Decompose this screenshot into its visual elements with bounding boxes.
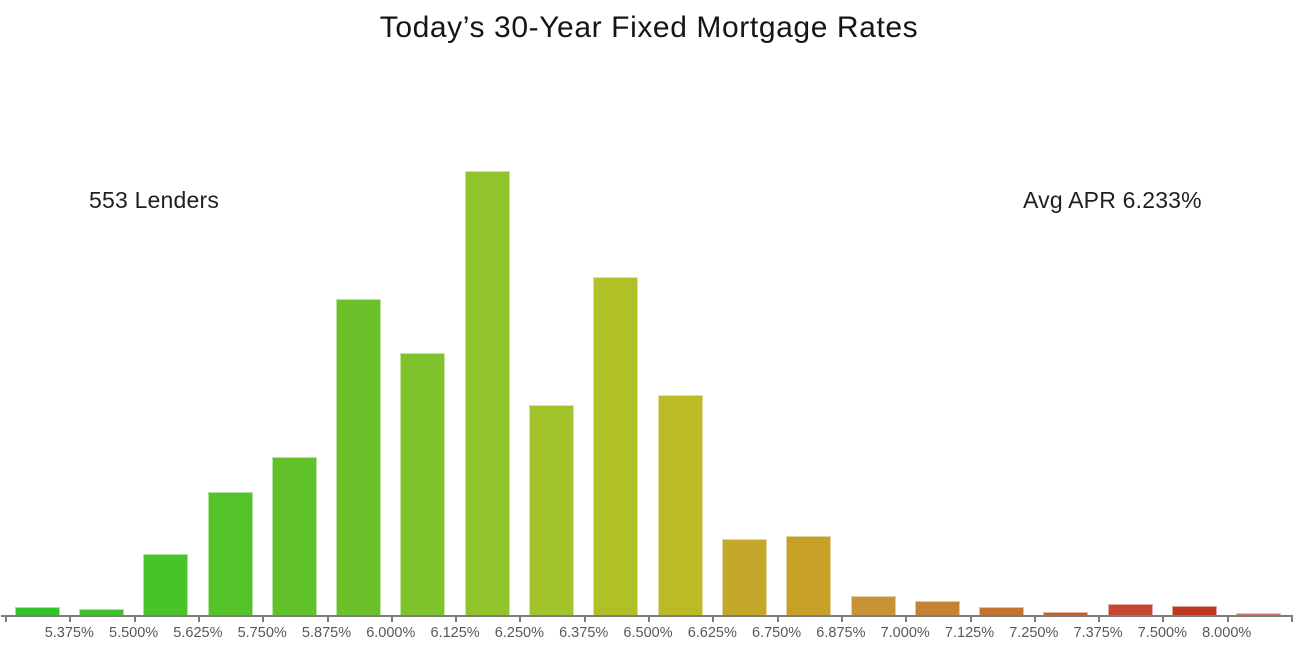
lender-count-label: 553 Lenders <box>89 187 220 213</box>
x-axis-tick-label: 5.625% <box>173 625 223 641</box>
x-axis-tick <box>1226 617 1229 622</box>
x-axis-tick <box>1291 617 1293 622</box>
x-axis-tick <box>840 617 843 622</box>
histogram-bar <box>979 607 1025 615</box>
x-axis-tick <box>262 617 265 622</box>
histogram-bar <box>1236 613 1282 615</box>
x-axis-tick <box>133 617 136 622</box>
x-axis-tick <box>712 617 715 622</box>
x-axis-tick <box>583 617 586 622</box>
x-axis-tick-label: 7.000% <box>880 625 930 641</box>
x-axis-tick <box>1098 617 1101 622</box>
histogram-bar <box>529 405 575 615</box>
x-axis-tick-label: 5.875% <box>301 625 352 641</box>
histogram-bar <box>914 601 960 615</box>
x-axis-tick <box>969 617 972 622</box>
x-axis-tick <box>326 617 329 622</box>
x-axis-tick <box>390 617 393 622</box>
histogram-bar <box>14 607 60 615</box>
x-axis-tick-label: 6.500% <box>623 625 673 641</box>
x-axis-tick-label: 7.375% <box>1073 625 1123 641</box>
x-axis-tick-label: 7.500% <box>1137 625 1187 641</box>
histogram-bar <box>271 457 317 615</box>
histogram-bar <box>786 536 832 615</box>
histogram-bar <box>1043 612 1089 615</box>
x-axis-tick-label: 6.375% <box>559 625 609 641</box>
avg-apr-label: Avg APR 6.233% <box>1023 187 1202 213</box>
histogram-bar <box>464 171 510 615</box>
x-axis-tick <box>1033 617 1036 622</box>
x-axis-tick <box>197 617 200 622</box>
x-axis-tick <box>1162 617 1165 622</box>
x-axis-tick-label: 6.250% <box>494 625 544 641</box>
histogram-bar <box>78 609 124 615</box>
x-axis-tick-label: 6.125% <box>430 625 480 641</box>
histogram-bar <box>1172 606 1218 615</box>
histogram-bar <box>400 353 446 615</box>
histogram-bar <box>593 277 639 615</box>
x-axis-tick-label: 5.750% <box>237 625 287 641</box>
histogram-bar <box>1107 604 1153 615</box>
x-axis-line <box>1 615 1293 617</box>
x-axis-tick <box>776 617 779 622</box>
x-axis-tick <box>69 617 72 622</box>
x-axis-tick-label: 6.875% <box>816 625 866 641</box>
x-axis-tick-label: 7.250% <box>1009 625 1059 641</box>
chart-title: Today’s 30-Year Fixed Mortgage Rates <box>379 11 919 44</box>
histogram-bar <box>850 596 896 615</box>
x-axis-tick <box>519 617 522 622</box>
histogram-bar <box>207 492 253 615</box>
histogram-bar <box>336 299 382 615</box>
x-axis-tick-label: 6.625% <box>687 625 737 641</box>
histogram-bar <box>721 539 767 615</box>
x-axis-tick-label: 8.000% <box>1202 625 1252 641</box>
x-axis-tick-label: 6.000% <box>366 625 416 641</box>
x-axis-tick-label: 5.375% <box>44 625 94 641</box>
x-axis-tick-label: 7.125% <box>944 625 995 641</box>
x-axis-tick <box>905 617 908 622</box>
x-axis-tick <box>5 617 7 622</box>
x-axis-tick-label: 5.500% <box>109 625 159 641</box>
histogram-bar <box>143 554 189 615</box>
histogram-bar <box>657 395 703 615</box>
x-axis-tick <box>455 617 458 622</box>
x-axis-tick-label: 6.750% <box>752 625 802 641</box>
x-axis-tick <box>648 617 650 622</box>
